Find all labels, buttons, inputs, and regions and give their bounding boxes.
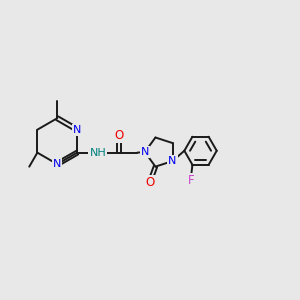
Text: O: O <box>114 129 124 142</box>
Text: N: N <box>53 159 61 169</box>
Text: N: N <box>141 147 149 157</box>
Text: F: F <box>188 174 194 187</box>
Text: NH: NH <box>89 148 106 158</box>
Text: N: N <box>73 125 81 135</box>
Text: O: O <box>146 176 154 189</box>
Text: N: N <box>168 156 177 166</box>
